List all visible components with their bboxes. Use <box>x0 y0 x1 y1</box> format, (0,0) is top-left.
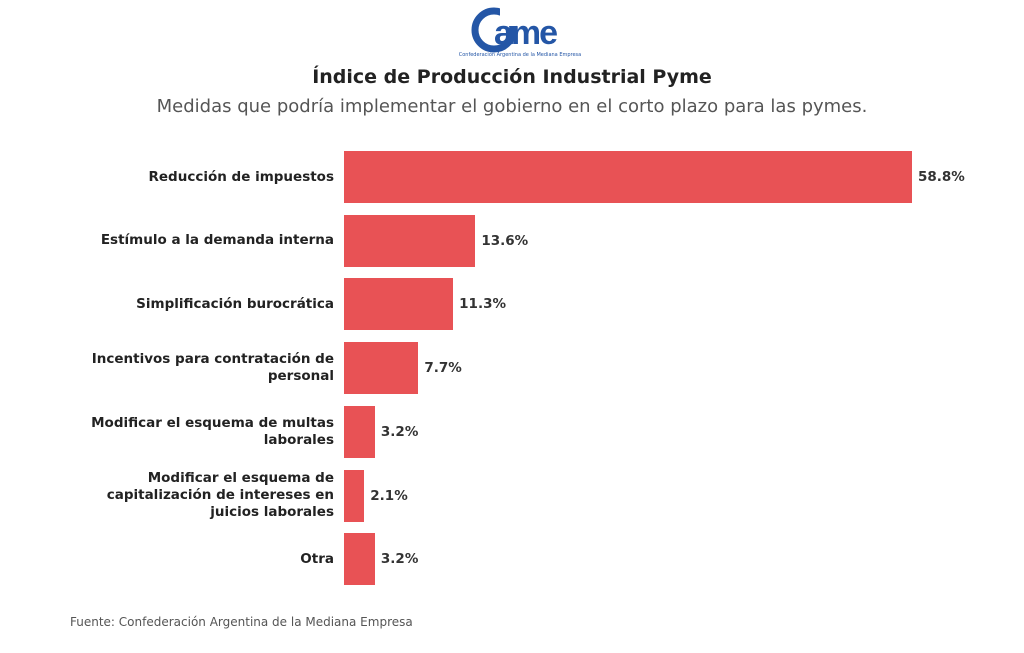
data-label: 3.2% <box>380 551 419 568</box>
chart-subtitle: Medidas que podría implementar el gobier… <box>156 96 868 117</box>
came-logo: ame <box>471 7 559 53</box>
category-label: Otra <box>300 550 334 567</box>
chart-title: Índice de Producción Industrial Pyme <box>312 66 712 88</box>
bar <box>344 151 912 203</box>
data-label: 3.2% <box>380 423 419 440</box>
bar <box>344 278 454 331</box>
data-label: 58.8% <box>918 169 965 185</box>
category-label: Incentivos para contratación de personal <box>91 351 334 385</box>
data-label: 11.3% <box>459 296 506 313</box>
category-label: Reducción de impuestos <box>148 168 335 185</box>
bar <box>344 469 365 522</box>
category-label: Modificar el esquema de multas laborales <box>91 414 334 448</box>
source-note: Fuente: Confederación Argentina de la Me… <box>70 615 413 629</box>
data-label: 7.7% <box>424 360 462 377</box>
category-label: Simplificación burocrática <box>136 295 334 312</box>
data-label: 2.1% <box>370 487 408 504</box>
category-label: Estímulo a la demanda interna <box>100 232 334 249</box>
logo-subtitle: Confederación Argentina de la Mediana Em… <box>458 52 582 58</box>
category-label: Modificar el esquema de capitalización d… <box>106 470 334 520</box>
bar <box>344 214 476 267</box>
bar <box>344 533 375 586</box>
svg-text:ame: ame <box>494 14 557 52</box>
data-label: 13.6% <box>481 232 529 249</box>
bar <box>344 405 375 458</box>
bar <box>344 342 419 395</box>
